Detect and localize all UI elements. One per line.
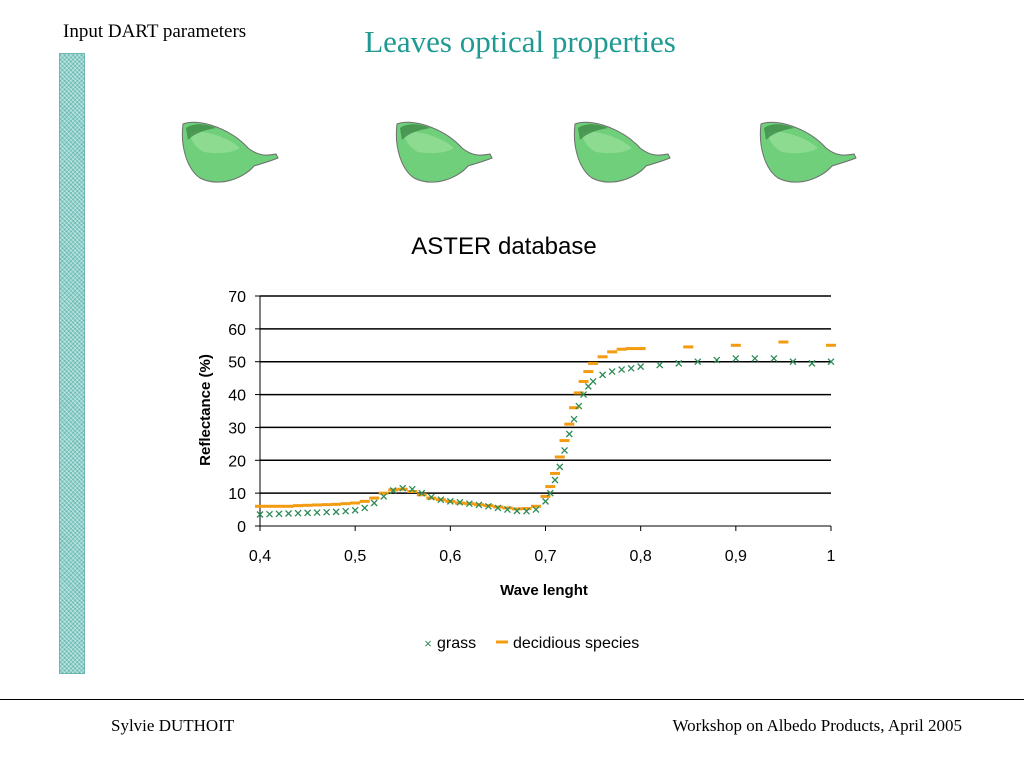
grass-point [408, 485, 416, 493]
y-tick-label: 0 [237, 519, 246, 536]
axes [255, 295, 832, 531]
x-axis-label: Wave lenght [500, 582, 588, 599]
grass-point [789, 358, 797, 366]
grass-point [351, 506, 359, 514]
grass-point [323, 508, 331, 516]
x-tick-labels: 0,4 0,5 0,6 0,7 0,8 0,9 1 [249, 548, 836, 565]
grass-point [456, 498, 464, 506]
grass-point [446, 497, 454, 505]
slide-title: Leaves optical properties [364, 24, 676, 59]
grass-point [656, 361, 664, 369]
grass-point [827, 358, 835, 366]
grass-point [546, 489, 554, 497]
grass-point [580, 391, 588, 399]
decorative-side-bar [59, 53, 85, 674]
grass-point [285, 510, 293, 517]
grass-point [465, 500, 473, 508]
grass-point [556, 463, 564, 471]
footer-divider [0, 699, 1024, 700]
footer-event: Workshop on Albedo Products, April 2005 [672, 716, 962, 735]
grass-point [256, 511, 264, 518]
legend-label-decidious: decidious species [513, 635, 639, 652]
grass-point [275, 510, 283, 518]
y-tick-label: 60 [228, 322, 246, 339]
grass-point [380, 492, 388, 500]
grass-point [304, 509, 312, 517]
grass-point [513, 507, 521, 515]
grass-point [532, 506, 540, 514]
grass-point [589, 377, 597, 385]
y-tick-label: 50 [228, 355, 246, 372]
x-tick-label: 0,6 [439, 548, 461, 565]
leaf-icon [395, 121, 493, 183]
grass-point [494, 504, 502, 512]
x-tick-label: 0,8 [630, 548, 652, 565]
grass-point [713, 356, 721, 364]
grass-point [399, 484, 407, 492]
y-tick-label: 70 [228, 289, 246, 306]
grass-point [389, 487, 397, 494]
grass-point [618, 366, 626, 374]
chart-legend: × grass decidious species [424, 635, 639, 652]
grass-point [551, 476, 559, 484]
grass-point [637, 363, 645, 371]
chart-title: ASTER database [411, 233, 596, 260]
grass-point [294, 509, 302, 517]
footer-author: Sylvie DUTHOIT [111, 716, 235, 735]
y-tick-label: 30 [228, 420, 246, 437]
grass-point [570, 415, 578, 423]
grass-point [313, 509, 321, 516]
grass-point [694, 358, 702, 366]
leaf-icon [181, 121, 279, 183]
grass-point [561, 446, 568, 454]
x-tick-label: 0,9 [725, 548, 747, 565]
grass-point [475, 501, 483, 509]
grass-point [565, 430, 573, 438]
section-label: Input DART parameters [63, 21, 247, 42]
grass-point [599, 371, 607, 379]
x-tick-label: 0,5 [344, 548, 366, 565]
y-axis-label: Reflectance (%) [197, 354, 214, 466]
grass-point [370, 499, 378, 507]
series-marks [255, 340, 836, 518]
grass-point [732, 354, 740, 362]
x-tick-label: 1 [827, 548, 836, 565]
grass-point [542, 497, 549, 505]
grass-point [266, 510, 273, 518]
legend-label-grass: grass [437, 635, 476, 652]
grass-point [751, 354, 759, 362]
y-tick-labels: 0 10 20 30 40 50 60 70 [228, 289, 246, 536]
grass-point [808, 359, 816, 367]
x-tick-label: 0,7 [534, 548, 556, 565]
grass-point [437, 496, 445, 504]
y-tick-label: 20 [228, 453, 246, 470]
y-tick-label: 40 [228, 388, 246, 405]
grass-point [361, 504, 369, 512]
grass-point [332, 508, 340, 516]
grass-point [575, 402, 583, 410]
legend-marker-grass: × [424, 636, 432, 651]
x-tick-label: 0,4 [249, 548, 271, 565]
grass-point [523, 507, 530, 515]
grass-point [427, 493, 435, 501]
leaf-icon [573, 121, 671, 183]
y-tick-label: 10 [228, 486, 246, 503]
grass-point [675, 359, 683, 367]
grass-point [484, 502, 492, 510]
grass-point [418, 489, 426, 497]
grass-point [503, 506, 511, 514]
leaf-icon [759, 121, 857, 183]
gridlines [260, 295, 831, 494]
grass-point [608, 368, 616, 376]
grass-point [342, 507, 350, 515]
grass-point [770, 354, 778, 362]
grass-point [627, 364, 635, 372]
